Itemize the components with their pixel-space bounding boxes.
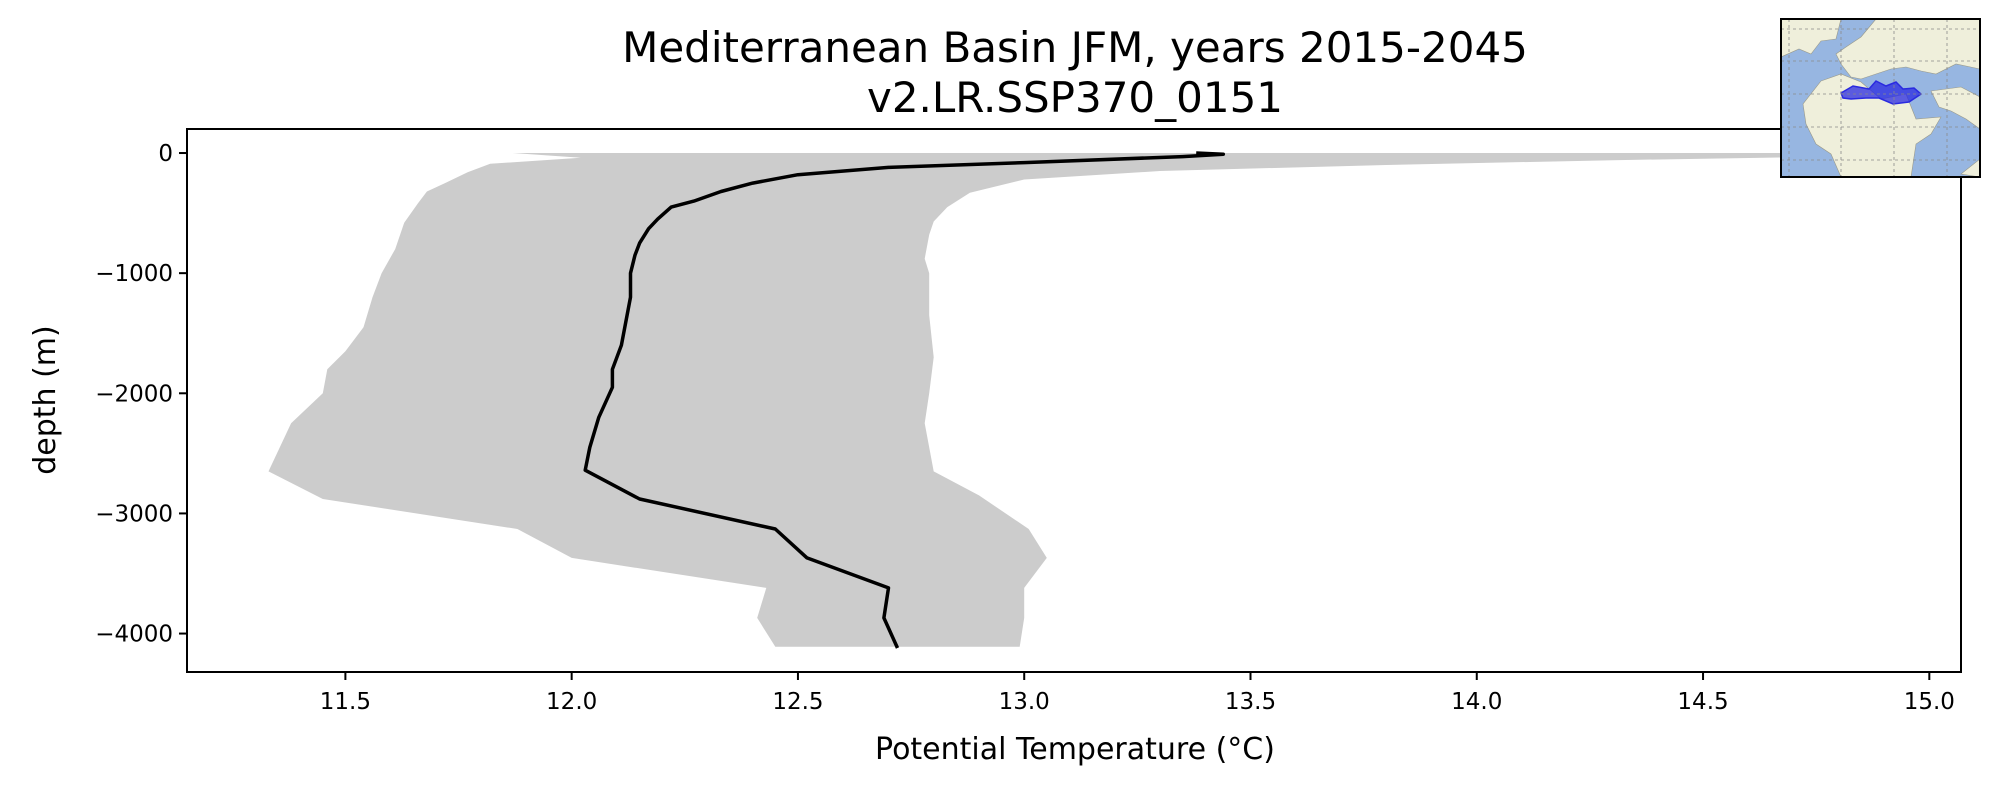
- x-tick-label: 14.0: [1451, 689, 1502, 715]
- inset-map: [1780, 18, 1981, 178]
- y-axis-label: depth (m): [28, 325, 63, 475]
- range-band: [268, 153, 1907, 647]
- x-tick-label: 13.0: [999, 689, 1050, 715]
- mean-profile-line: [583, 151, 1226, 649]
- plot-frame: [186, 128, 1962, 673]
- x-tick-label: 14.5: [1677, 689, 1728, 715]
- x-tick-label: 12.0: [546, 689, 597, 715]
- chart-subtitle: v2.LR.SSP370_0151: [867, 73, 1283, 122]
- x-axis-label: Potential Temperature (°C): [875, 732, 1275, 767]
- plot-area: [186, 128, 1962, 673]
- y-tick-label: −1000: [95, 261, 173, 287]
- x-tick-label: 15.0: [1904, 689, 1955, 715]
- x-axis: 11.5 12.0 12.5 13.0 13.5 14.0 14.5 15.0: [320, 672, 1955, 715]
- y-tick-label: −3000: [95, 501, 173, 527]
- map-mediterranean-region: [1840, 80, 1923, 105]
- x-tick-label: 11.5: [320, 689, 371, 715]
- map-gridlines: [1781, 19, 1980, 177]
- y-tick-label: −2000: [95, 381, 173, 407]
- chart-title: Mediterranean Basin JFM, years 2015-2045: [622, 23, 1528, 72]
- y-tick-label: 0: [158, 141, 173, 167]
- inset-map-frame: [1780, 18, 1981, 178]
- x-tick-label: 13.5: [1225, 689, 1276, 715]
- y-axis: 0 −1000 −2000 −3000 −4000: [95, 141, 187, 648]
- y-tick-label: −4000: [95, 622, 173, 648]
- x-tick-label: 12.5: [772, 689, 823, 715]
